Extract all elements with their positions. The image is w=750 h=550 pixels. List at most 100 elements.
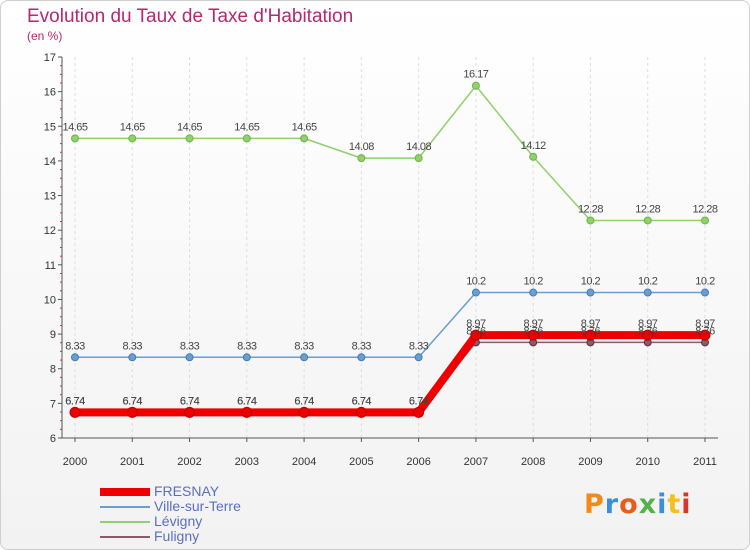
- data-point-l-vigny: [242, 134, 251, 143]
- data-label-ville-sur-terre: 8.33: [352, 340, 372, 352]
- data-label-fresnay: 6.74: [409, 395, 429, 407]
- data-label-fresnay: 8.97: [523, 318, 543, 330]
- chart-title: Evolution du Taux de Taxe d'Habitation: [27, 6, 354, 27]
- data-point-l-vigny: [357, 154, 366, 163]
- data-label-fresnay: 6.74: [65, 395, 85, 407]
- data-label-fuligny: 6.74: [294, 395, 314, 407]
- x-tick-label: 2000: [63, 456, 87, 468]
- data-point-l-vigny: [71, 134, 79, 143]
- data-point-fresnay: [126, 406, 138, 418]
- data-label-fresnay: 8.97: [695, 318, 715, 330]
- data-point-l-vigny: [701, 216, 709, 225]
- data-point-fresnay: [527, 329, 539, 341]
- data-point-fresnay: [241, 406, 253, 418]
- x-tick-label: 2008: [521, 456, 545, 468]
- data-point-fresnay: [298, 406, 310, 418]
- data-point-ville-sur-terre: [71, 353, 79, 362]
- data-label-fuligny: 8.76: [695, 325, 715, 337]
- logo-letter: P: [584, 489, 605, 520]
- data-label-fuligny: 6.74: [180, 395, 200, 407]
- x-tick-label: 2001: [120, 456, 144, 468]
- data-label-l-vigny: 14.65: [62, 121, 87, 133]
- data-point-l-vigny: [128, 134, 137, 143]
- data-label-ville-sur-terre: 8.33: [65, 340, 85, 352]
- data-label-fresnay: 8.97: [638, 318, 658, 330]
- x-tick-label: 2003: [235, 456, 259, 468]
- data-label-ville-sur-terre: 10.2: [581, 276, 601, 288]
- series-line-fresnay: [71, 331, 709, 417]
- series-line-l-vigny: [74, 84, 706, 222]
- data-point-fresnay: [69, 406, 81, 418]
- data-label-ville-sur-terre: 10.2: [638, 276, 658, 288]
- data-point-l-vigny: [529, 152, 538, 161]
- y-tick-label: 17: [44, 52, 56, 64]
- data-label-ville-sur-terre: 8.33: [294, 340, 314, 352]
- data-point-l-vigny: [414, 154, 423, 163]
- x-tick-label: 2005: [349, 456, 373, 468]
- data-point-l-vigny: [471, 81, 480, 90]
- data-point-fresnay: [584, 329, 596, 341]
- data-label-l-vigny: 12.28: [578, 203, 603, 215]
- legend-label: Ville-sur-Terre: [154, 498, 241, 514]
- data-label-fresnay: 6.74: [237, 395, 257, 407]
- x-tick-label: 2011: [693, 456, 717, 468]
- y-tick-label: 6: [50, 433, 56, 445]
- data-point-fresnay: [413, 406, 425, 418]
- data-label-fuligny: 8.76: [638, 325, 658, 337]
- y-tick-label: 9: [50, 329, 56, 341]
- data-label-l-vigny: 16.17: [463, 69, 488, 81]
- data-label-l-vigny: 14.12: [521, 140, 546, 152]
- data-label-l-vigny: 14.65: [177, 121, 202, 133]
- data-point-fresnay: [699, 329, 711, 341]
- logo-letter: x: [638, 489, 658, 520]
- y-tick-label: 7: [50, 398, 56, 410]
- data-point-l-vigny: [300, 134, 309, 143]
- data-label-ville-sur-terre: 8.33: [180, 340, 200, 352]
- data-point-fresnay: [642, 329, 654, 341]
- data-label-ville-sur-terre: 10.2: [695, 276, 715, 288]
- data-point-l-vigny: [586, 216, 595, 225]
- data-label-fuligny: 8.76: [466, 325, 486, 337]
- data-point-fresnay: [355, 406, 367, 418]
- data-point-ville-sur-terre: [529, 288, 538, 297]
- data-point-l-vigny: [643, 216, 652, 225]
- x-tick-label: 2007: [464, 456, 488, 468]
- data-point-ville-sur-terre: [242, 353, 251, 362]
- x-tick-label: 2006: [406, 456, 430, 468]
- data-point-ville-sur-terre: [128, 353, 137, 362]
- legend-label: Fuligny: [154, 528, 200, 544]
- legend-swatch: [100, 506, 150, 508]
- legend-label: Lévigny: [154, 513, 203, 529]
- y-tick-label: 8: [50, 364, 56, 376]
- data-label-fuligny: 6.74: [123, 395, 143, 407]
- data-label-ville-sur-terre: 10.2: [523, 276, 543, 288]
- data-label-l-vigny: 14.08: [406, 141, 431, 153]
- logo-letter: t: [667, 489, 682, 520]
- logo-letter: i: [681, 489, 692, 520]
- data-label-ville-sur-terre: 8.33: [409, 340, 429, 352]
- data-label-fuligny: 6.74: [65, 395, 85, 407]
- data-label-fuligny: 8.76: [523, 325, 543, 337]
- data-label-l-vigny: 14.08: [349, 141, 374, 153]
- data-label-fresnay: 6.74: [294, 395, 314, 407]
- series-line-fuligny: [74, 341, 706, 414]
- legend-swatch: [100, 488, 150, 496]
- data-label-fuligny: 6.74: [237, 395, 257, 407]
- x-tick-label: 2002: [177, 456, 201, 468]
- logo-letter: i: [657, 489, 668, 520]
- data-label-ville-sur-terre: 8.33: [237, 340, 257, 352]
- data-label-fuligny: 6.74: [409, 395, 429, 407]
- data-label-l-vigny: 14.65: [234, 121, 259, 133]
- chart-ylabel: (en %): [27, 29, 63, 43]
- data-point-l-vigny: [185, 134, 194, 143]
- y-tick-label: 11: [45, 260, 56, 272]
- data-label-fresnay: 6.74: [123, 395, 143, 407]
- x-tick-label: 2010: [635, 456, 659, 468]
- data-label-l-vigny: 12.28: [692, 203, 717, 215]
- data-label-fuligny: 8.76: [581, 325, 601, 337]
- data-label-l-vigny: 14.65: [120, 121, 145, 133]
- data-label-ville-sur-terre: 10.2: [466, 276, 486, 288]
- data-point-fresnay: [470, 329, 482, 341]
